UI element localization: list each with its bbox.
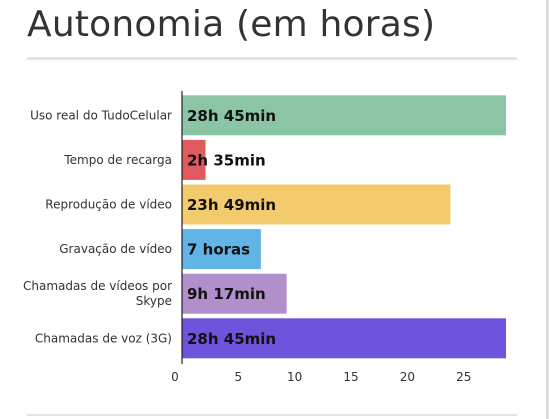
bar-1	[182, 139, 206, 180]
category-label-2: Reprodução de vídeo	[45, 198, 172, 212]
x-tick-label-1: 5	[235, 370, 243, 384]
bar-5	[182, 318, 506, 359]
x-tick-label-5: 25	[456, 370, 471, 384]
data-label-0: 28h 45min	[187, 107, 276, 125]
chart-title: Autonomia (em horas)	[27, 4, 436, 45]
data-label-2: 23h 49min	[187, 196, 276, 214]
category-label-0: Uso real do TudoCelular	[30, 108, 172, 122]
bar-3	[182, 229, 261, 270]
category-label-4-1: Skype	[136, 294, 172, 308]
bottom-divider	[27, 414, 517, 416]
category-label-1: Tempo de recarga	[63, 153, 172, 167]
data-label-4: 9h 17min	[187, 285, 266, 303]
data-label-1: 2h 35min	[187, 151, 266, 169]
data-label-5: 28h 45min	[187, 330, 276, 348]
right-edge	[546, 0, 549, 419]
x-tick-label-3: 15	[343, 370, 358, 384]
bar-4	[182, 273, 287, 314]
category-label-3: Gravação de vídeo	[59, 242, 172, 256]
data-label-3: 7 horas	[187, 241, 250, 259]
category-label-5: Chamadas de voz (3G)	[35, 331, 172, 345]
x-tick-label-0: 0	[171, 370, 179, 384]
bar-2	[182, 184, 451, 225]
title-divider	[27, 57, 517, 60]
category-label-4-0: Chamadas de vídeos por	[23, 279, 172, 293]
x-tick-label-4: 20	[400, 370, 415, 384]
x-tick-label-2: 10	[287, 370, 302, 384]
bar-0	[182, 95, 506, 136]
